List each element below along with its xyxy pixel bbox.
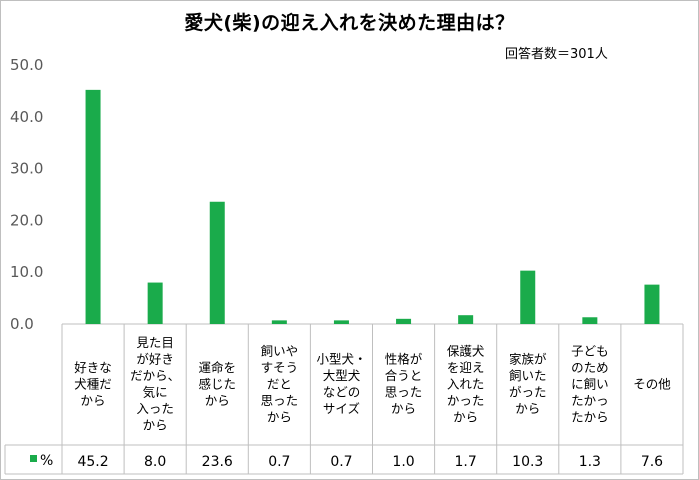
bar xyxy=(458,315,474,324)
value-cell: 0.7 xyxy=(268,454,290,470)
category-label: 飼いやすそうだと思ったから xyxy=(261,343,299,424)
bar xyxy=(271,320,287,324)
value-cell: 45.2 xyxy=(77,454,108,470)
legend-swatch xyxy=(30,455,37,462)
value-cell: 1.3 xyxy=(579,454,601,470)
value-cell: 8.0 xyxy=(144,454,166,470)
bar xyxy=(147,282,163,324)
category-label: 子どものために飼いたかったから xyxy=(571,343,609,424)
category-label: 性格が合うと思ったから xyxy=(385,352,423,417)
bar xyxy=(582,317,598,324)
bar xyxy=(209,201,225,324)
category-label: 保護犬を迎え入れたかったから xyxy=(447,343,485,424)
value-cell: 23.6 xyxy=(202,454,233,470)
legend-label: % xyxy=(40,453,53,469)
category-label: その他 xyxy=(633,376,671,391)
y-tick-label: 20.0 xyxy=(10,211,43,229)
value-cell: 7.6 xyxy=(641,454,663,470)
bar xyxy=(396,318,412,324)
respondent-count-note: 回答者数＝301人 xyxy=(505,47,608,62)
bar xyxy=(333,320,349,324)
bar xyxy=(85,89,101,324)
y-tick-label: 10.0 xyxy=(10,263,43,281)
bar xyxy=(520,270,536,324)
value-cell: 0.7 xyxy=(330,454,352,470)
value-cell: 10.3 xyxy=(512,454,543,470)
value-cell: 1.0 xyxy=(392,454,414,470)
category-label: 運命を感じたから xyxy=(198,360,236,408)
y-tick-label: 50.0 xyxy=(10,56,43,74)
y-tick-label: 40.0 xyxy=(10,108,43,126)
category-label: 好きな犬種だから xyxy=(74,360,112,408)
category-label: 見た目が好きだから、気に入ったから xyxy=(130,335,180,433)
y-tick-label: 30.0 xyxy=(10,160,43,178)
bar xyxy=(644,284,660,324)
value-cell: 1.7 xyxy=(455,454,477,470)
y-tick-label: 0.0 xyxy=(10,315,34,333)
chart-title: 愛犬(柴)の迎え入れを決めた理由は？ xyxy=(184,12,515,34)
category-label: 小型犬・大型犬などのサイズ xyxy=(316,352,366,417)
category-label: 家族が飼いたがったから xyxy=(509,352,547,417)
